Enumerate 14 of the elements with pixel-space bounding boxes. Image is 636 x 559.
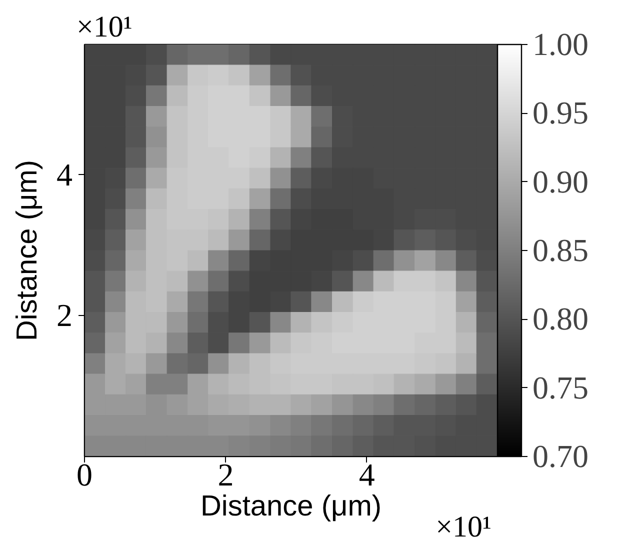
text: ×10¹ <box>76 10 132 44</box>
x-tick-label: 4 <box>358 456 375 492</box>
x-tick-label: 2 <box>218 456 234 492</box>
color-bar-label: 0.70 <box>532 438 588 474</box>
color-bar-label: 0.75 <box>532 369 588 406</box>
x-tick-label: 0 <box>76 456 92 492</box>
color-bar-label: 1.00 <box>532 26 588 62</box>
color-bar-label: 0.90 <box>532 163 588 200</box>
color-bar-label: 0.85 <box>532 232 588 268</box>
text: ×10¹ <box>436 510 492 544</box>
color-bar-label: 0.95 <box>532 94 588 131</box>
color-bar-label: 0.80 <box>532 300 588 337</box>
y-axis-title: Distance (μm) <box>12 160 44 342</box>
x-axis-title: Distance (μm) <box>200 490 382 522</box>
